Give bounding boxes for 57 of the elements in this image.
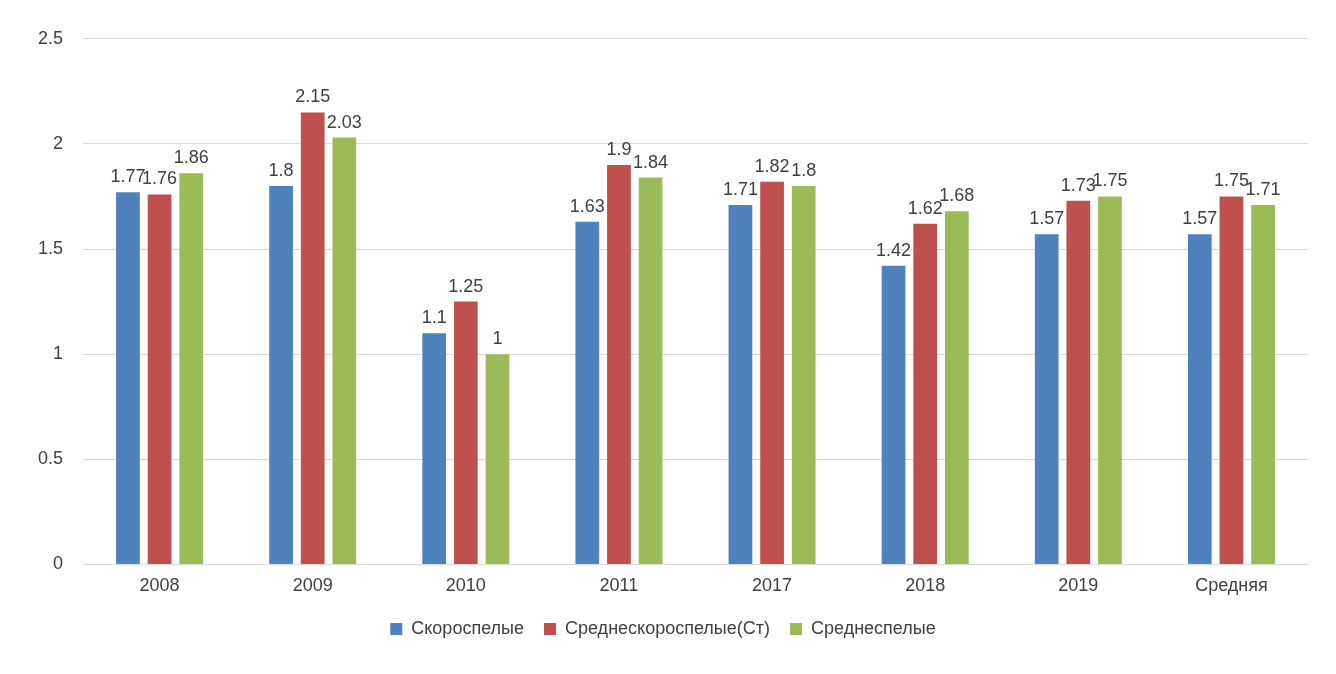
bar — [638, 177, 663, 564]
x-tick-label: 2018 — [905, 575, 946, 596]
bar — [179, 173, 204, 564]
data-label: 1 — [492, 328, 503, 349]
data-label: 1.86 — [173, 147, 209, 168]
legend-label: Среднескороспелые(Ст) — [565, 617, 771, 638]
y-tick-label: 2.5 — [37, 27, 64, 48]
bar — [760, 181, 784, 564]
data-label: 1.71 — [722, 178, 758, 199]
data-label: 1.8 — [268, 159, 294, 180]
bar — [485, 354, 510, 564]
bar — [607, 164, 631, 564]
bar — [1034, 234, 1059, 564]
y-tick-label: 0.5 — [37, 448, 64, 469]
bar — [913, 223, 938, 564]
data-label: 1.8 — [791, 159, 817, 180]
bar — [1251, 204, 1275, 564]
x-tick-label: 2010 — [445, 575, 486, 596]
y-tick-label: 2 — [53, 132, 64, 153]
bar — [728, 204, 753, 564]
x-tick-label: 2017 — [752, 575, 793, 596]
bar — [944, 211, 969, 564]
bar — [1219, 196, 1244, 564]
x-tick-label: 2019 — [1058, 575, 1099, 596]
x-tick-label: 2009 — [292, 575, 333, 596]
bar — [300, 112, 325, 564]
y-tick-label: 0 — [53, 553, 64, 574]
bar — [269, 185, 293, 564]
data-label: 1.63 — [569, 195, 605, 216]
data-label: 1.82 — [754, 155, 790, 176]
bar — [116, 192, 140, 564]
data-label: 1.25 — [448, 275, 484, 296]
data-label: 1.84 — [633, 151, 669, 172]
bar — [332, 137, 357, 564]
x-tick-label: 2011 — [599, 575, 639, 596]
bar — [1187, 234, 1212, 564]
bar — [422, 333, 447, 564]
bar — [791, 185, 816, 564]
legend-label: Скороспелые — [411, 617, 525, 638]
y-tick-label: 1 — [53, 343, 64, 364]
data-label: 1.57 — [1182, 208, 1218, 229]
x-tick-label: Средняя — [1195, 575, 1268, 596]
data-label: 1.9 — [606, 138, 632, 159]
legend-label: Среднеспелые — [811, 617, 936, 638]
bar — [881, 265, 906, 564]
data-label: 1.57 — [1029, 208, 1065, 229]
data-label: 2.15 — [295, 86, 331, 107]
bar — [147, 194, 172, 564]
data-label: 1.1 — [421, 307, 447, 328]
data-label: 1.42 — [876, 239, 912, 260]
bar — [453, 301, 478, 564]
bar — [1098, 196, 1122, 564]
bar — [1066, 200, 1091, 564]
x-tick-label: 2008 — [139, 575, 180, 596]
bar — [575, 221, 600, 564]
y-tick-label: 1.5 — [37, 238, 64, 259]
data-label: 2.03 — [326, 111, 362, 132]
